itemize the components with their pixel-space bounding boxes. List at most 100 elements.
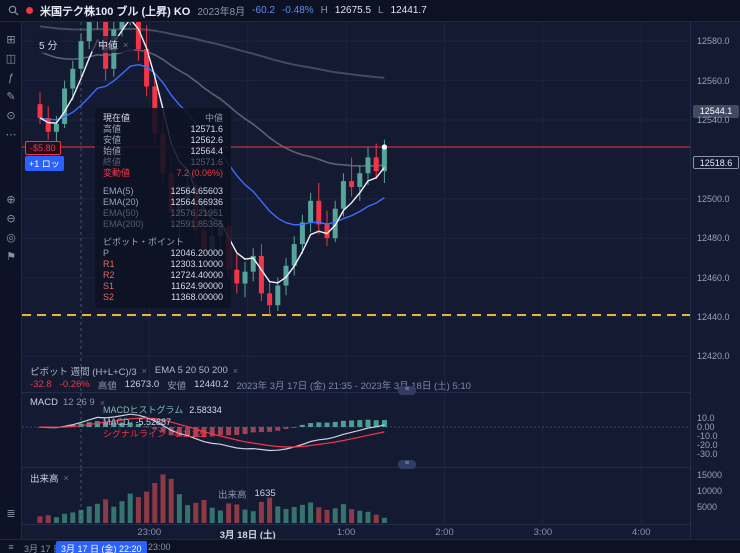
position-size-badge[interactable]: +1 ロッ bbox=[25, 156, 64, 171]
macd-panel[interactable] bbox=[22, 393, 690, 467]
flag-icon[interactable]: ⚑ bbox=[6, 251, 16, 263]
indicators-icon[interactable]: ƒ bbox=[7, 71, 15, 84]
volume-legend-value: 1635 bbox=[254, 488, 276, 499]
high-label: H bbox=[320, 5, 328, 16]
session-change-percent: -0.26% bbox=[59, 379, 90, 390]
time-axis-label: 3月 18日 (土) bbox=[219, 530, 276, 541]
axis-label: 12580.0 bbox=[697, 36, 730, 47]
volume-value-legend: 出来高 1635 bbox=[218, 487, 276, 501]
time-axis-label: 23:00 bbox=[137, 527, 162, 538]
volume-panel[interactable] bbox=[22, 468, 690, 524]
macd-header: MACD 12 26 9 × bbox=[30, 396, 105, 409]
axis-label: 15000 bbox=[697, 470, 723, 480]
data-window-row: EMA(50) 12576.21951 bbox=[103, 208, 223, 218]
pivot-indicator-legend[interactable]: ピボット 週間 (H+L+C)/3 × bbox=[30, 364, 147, 378]
close-icon[interactable]: × bbox=[141, 365, 147, 376]
indicator-legend-row: ピボット 週間 (H+L+C)/3 × EMA 5 20 50 200 × bbox=[30, 364, 238, 378]
data-window-header: 現在値 中値 bbox=[103, 113, 223, 124]
more-options-icon[interactable]: ⋯ bbox=[5, 129, 17, 141]
pivot-section: ピボット・ポイント P 12046.20000 R1 12303.10000 R2 127… bbox=[103, 237, 223, 303]
time-axis-label: 1:00 bbox=[336, 527, 356, 538]
data-window: 現在値 中値 高値 12571.6 安値 12562.6 始値 12564.4 終値 1257… bbox=[95, 108, 231, 308]
ohlc-rows: 高値 12571.6 安値 12562.6 始値 12564.4 終値 12571.6 変動値 7… bbox=[103, 124, 223, 179]
close-icon[interactable]: × bbox=[99, 397, 105, 408]
data-window-row: S1 11624.90000 bbox=[103, 281, 223, 291]
current-value-label: 現在値 bbox=[103, 113, 131, 123]
axis-label: 12480.0 bbox=[697, 233, 730, 244]
panel-resize-handle[interactable]: ≡ bbox=[398, 386, 416, 395]
macd-legend-row: MACDヒストグラム 2.58334 bbox=[103, 405, 222, 415]
axis-label: 10.0 bbox=[697, 413, 715, 423]
position-pnl-badge[interactable]: -$5.80 bbox=[25, 141, 61, 155]
session-high-value: 12673.0 bbox=[124, 379, 160, 390]
macd-values-legend: MACDヒストグラム 2.58334 MACD -5.52887 シグナルライン -8.1… bbox=[103, 404, 222, 440]
layout-grid-icon[interactable]: ⊞ bbox=[6, 34, 16, 46]
interval-label: 5 分 bbox=[39, 41, 58, 52]
eye-icon[interactable]: ⊙ bbox=[6, 110, 16, 122]
session-range: 2023年 3月 17日 (金) 21:35 - 2023年 3月 18日 (土… bbox=[236, 380, 471, 392]
macd-indicator-legend[interactable]: MACD 12 26 9 × bbox=[30, 397, 105, 408]
time-axis[interactable]: 23:00 3月 18日 (土) 1:00 2:00 3:00 4:00 bbox=[22, 525, 690, 541]
volume-chart bbox=[37, 468, 642, 524]
last-price-badge: 12518.6 bbox=[693, 155, 739, 169]
change-value: -60.2 bbox=[252, 5, 275, 16]
axis-separator bbox=[22, 524, 740, 525]
session-low-label: 安値 bbox=[167, 380, 187, 392]
macd-title: MACD bbox=[30, 397, 58, 408]
search-icon[interactable] bbox=[8, 5, 19, 16]
axis-label: 5000 bbox=[697, 502, 718, 512]
menu-icon[interactable]: ≡ bbox=[8, 542, 14, 552]
contract-period: 2023年8月 bbox=[197, 7, 246, 18]
pane-separator[interactable] bbox=[22, 392, 740, 393]
left-toolbar: ⊞ ◫ ƒ ✎ ⊙ ⋯ ⊕ ⊖ ◎ ⚑ ≣ bbox=[0, 22, 22, 539]
bottom-date-label: 3月 17 日 bbox=[24, 544, 63, 553]
macd-legend-row: MACD -5.52887 bbox=[103, 417, 172, 427]
session-low-value: 12440.2 bbox=[194, 379, 229, 390]
zoom-in-icon[interactable]: ⊕ bbox=[6, 194, 16, 206]
crosshair-icon[interactable]: ◎ bbox=[6, 232, 16, 244]
draw-tool-icon[interactable]: ✎ bbox=[6, 91, 16, 103]
panel-resize-handle[interactable]: ≡ bbox=[398, 460, 416, 469]
axis-label: 12420.0 bbox=[697, 351, 730, 362]
data-window-row: EMA(20) 12564.66936 bbox=[103, 197, 223, 207]
crosshair-time-badge: 3月 17 日 (金) 22:20 bbox=[56, 541, 147, 553]
low-value: 12441.7 bbox=[390, 5, 427, 16]
volume-legend-label: 出来高 bbox=[218, 489, 247, 501]
data-window-row: 変動値 7.2 (0.06%) bbox=[103, 168, 223, 178]
interval-selector[interactable]: 5 分 bbox=[33, 36, 64, 53]
ema-indicator-legend[interactable]: EMA 5 20 50 200 × bbox=[155, 365, 238, 376]
data-window-row: 終値 12571.6 bbox=[103, 157, 223, 167]
symbol-title[interactable]: 米国テク株100 ブル (上昇) KO bbox=[40, 5, 191, 18]
data-window-row: EMA(200) 12591.85366 bbox=[103, 219, 223, 229]
volume-title: 出来高 bbox=[30, 473, 59, 485]
pivot-title: ピボット・ポイント bbox=[103, 237, 185, 247]
object-tree-icon[interactable]: ≣ bbox=[6, 508, 16, 520]
pivot-rows: P 12046.20000 R1 12303.10000 R2 12724.40000 S1… bbox=[103, 248, 223, 303]
axis-label: 12460.0 bbox=[697, 272, 730, 283]
candlestick-chart-icon[interactable]: ◫ bbox=[5, 53, 17, 65]
time-axis-label: 4:00 bbox=[632, 527, 651, 538]
volume-header: 出来高 × bbox=[30, 471, 69, 485]
top-bar: 米国テク株100 ブル (上昇) KO 2023年8月 -60.2 -0.48%… bbox=[0, 0, 740, 22]
close-icon[interactable]: × bbox=[63, 472, 69, 483]
zoom-out-icon[interactable]: ⊖ bbox=[6, 213, 16, 225]
bottom-bar: ≡ 3月 17 日 3月 17 日 (金) 22:20 23:00 bbox=[0, 539, 740, 553]
close-icon[interactable]: × bbox=[232, 365, 239, 376]
data-window-row: R1 12303.10000 bbox=[103, 259, 223, 269]
pane-separator[interactable] bbox=[22, 467, 740, 468]
volume-indicator-legend[interactable]: 出来高 × bbox=[30, 471, 69, 485]
macd-params: 12 26 9 bbox=[62, 397, 95, 408]
toolbar-bottom-group: ≣ bbox=[0, 504, 22, 523]
ema-rows: EMA(5) 12564.65603 EMA(20) 12564.66936 EMA(5… bbox=[103, 186, 223, 230]
data-window-row: 始値 12564.4 bbox=[103, 146, 223, 156]
mid-price-legend[interactable]: 中値 × bbox=[92, 36, 135, 53]
axis-label: 10000 bbox=[697, 486, 723, 496]
close-icon[interactable]: × bbox=[123, 39, 129, 50]
pivot-legend-label: ピボット 週間 (H+L+C)/3 bbox=[30, 366, 137, 378]
axis-label: 0.00 bbox=[697, 422, 715, 432]
toolbar-zoom-group: ⊕ ⊖ ◎ ⚑ bbox=[0, 190, 21, 266]
price-axis[interactable]: 12544.1 12518.6 12580.0 12560.0 12540.0 125… bbox=[690, 22, 740, 539]
axis-label: 12500.0 bbox=[697, 193, 730, 204]
time-axis-label: 3:00 bbox=[533, 527, 553, 538]
